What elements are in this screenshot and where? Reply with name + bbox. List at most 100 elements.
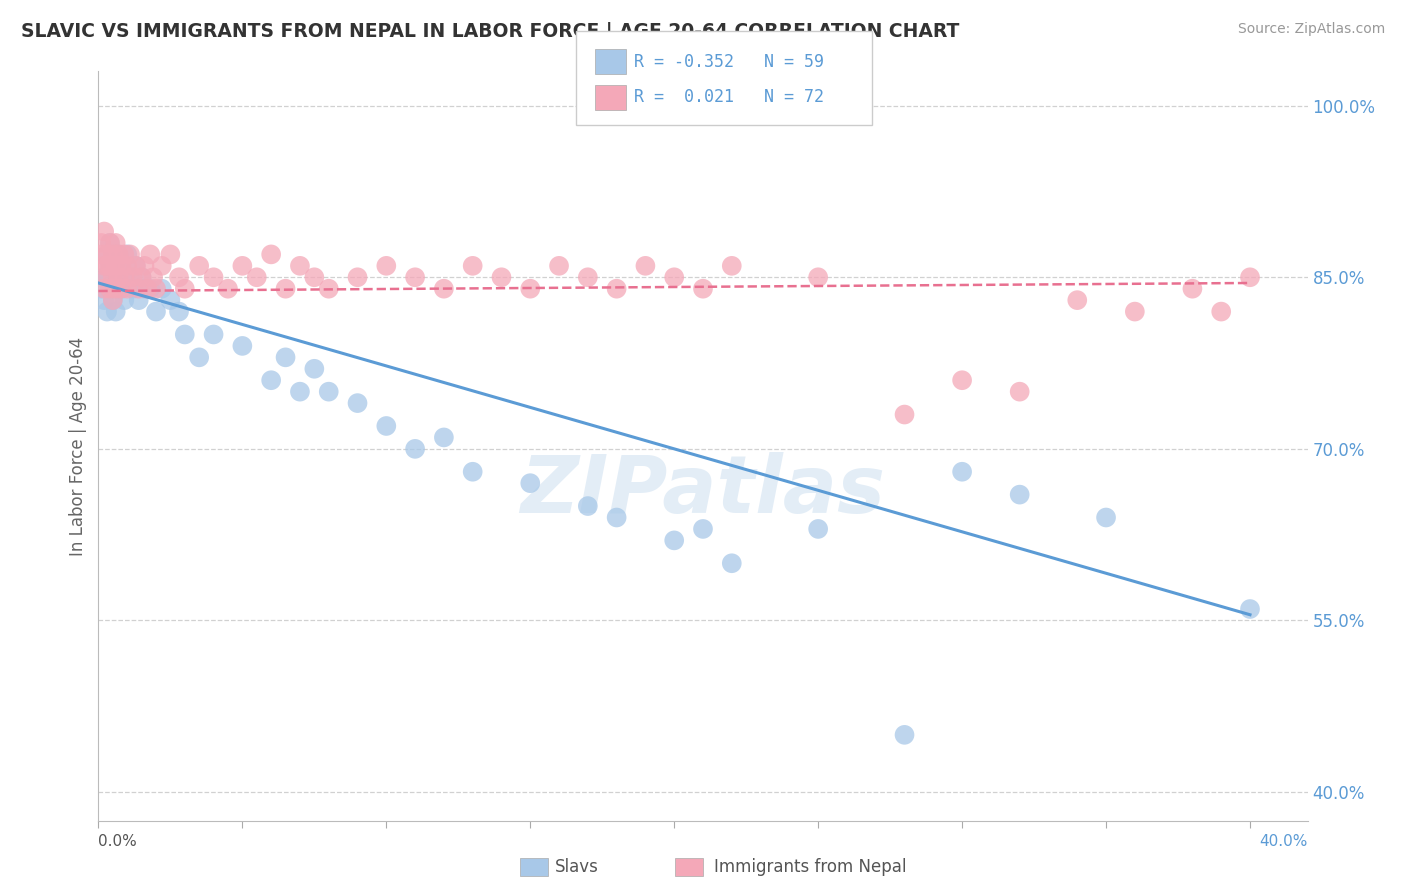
- Text: ZIPatlas: ZIPatlas: [520, 452, 886, 530]
- Point: [112, 270, 135, 285]
- Point: [576, 270, 599, 285]
- Point: [150, 282, 173, 296]
- Point: [202, 270, 225, 285]
- Point: [115, 247, 138, 261]
- Point: [142, 270, 165, 285]
- Point: [1239, 602, 1261, 616]
- Point: [288, 384, 311, 399]
- Point: [96, 247, 118, 261]
- Point: [692, 282, 714, 296]
- Point: [318, 282, 340, 296]
- Point: [950, 373, 973, 387]
- Point: [125, 259, 148, 273]
- Text: Slavs: Slavs: [555, 858, 599, 876]
- Point: [107, 247, 129, 261]
- Point: [110, 259, 132, 273]
- Point: [950, 465, 973, 479]
- Point: [101, 270, 124, 285]
- Point: [122, 270, 145, 285]
- Point: [136, 282, 159, 296]
- Point: [606, 282, 628, 296]
- Point: [93, 259, 115, 273]
- Point: [433, 282, 456, 296]
- Point: [461, 259, 484, 273]
- Point: [167, 304, 190, 318]
- Point: [375, 259, 398, 273]
- Point: [159, 293, 181, 307]
- Point: [519, 282, 541, 296]
- Point: [104, 304, 127, 318]
- Point: [90, 282, 112, 296]
- Point: [93, 270, 115, 285]
- Text: 0.0%: 0.0%: [98, 834, 138, 849]
- Point: [606, 510, 628, 524]
- Point: [134, 282, 156, 296]
- Point: [202, 327, 225, 342]
- Point: [110, 259, 132, 273]
- Point: [122, 282, 145, 296]
- Point: [346, 270, 368, 285]
- Point: [110, 282, 132, 296]
- Point: [217, 282, 239, 296]
- Point: [104, 235, 127, 250]
- Point: [107, 270, 129, 285]
- Point: [159, 247, 181, 261]
- Point: [893, 728, 915, 742]
- Point: [1239, 270, 1261, 285]
- Point: [96, 247, 118, 261]
- Point: [98, 235, 121, 250]
- Point: [125, 259, 148, 273]
- Point: [101, 247, 124, 261]
- Point: [1211, 304, 1233, 318]
- Point: [107, 270, 129, 285]
- Point: [96, 270, 118, 285]
- Point: [101, 247, 124, 261]
- Point: [664, 533, 686, 548]
- Point: [120, 247, 142, 261]
- Point: [93, 282, 115, 296]
- Point: [288, 259, 311, 273]
- Point: [104, 259, 127, 273]
- Point: [246, 270, 269, 285]
- Point: [318, 384, 340, 399]
- Point: [576, 499, 599, 513]
- Point: [720, 259, 742, 273]
- Point: [274, 282, 297, 296]
- Point: [548, 259, 571, 273]
- Point: [1066, 293, 1088, 307]
- Point: [274, 351, 297, 365]
- Point: [692, 522, 714, 536]
- Point: [104, 282, 127, 296]
- Text: Immigrants from Nepal: Immigrants from Nepal: [714, 858, 907, 876]
- Point: [98, 259, 121, 273]
- Text: Source: ZipAtlas.com: Source: ZipAtlas.com: [1237, 22, 1385, 37]
- Point: [112, 247, 135, 261]
- Point: [112, 270, 135, 285]
- Point: [461, 465, 484, 479]
- Point: [115, 259, 138, 273]
- Point: [304, 361, 326, 376]
- Point: [433, 430, 456, 444]
- Text: SLAVIC VS IMMIGRANTS FROM NEPAL IN LABOR FORCE | AGE 20-64 CORRELATION CHART: SLAVIC VS IMMIGRANTS FROM NEPAL IN LABOR…: [21, 22, 959, 42]
- Point: [145, 282, 167, 296]
- Text: 40.0%: 40.0%: [1260, 834, 1308, 849]
- Point: [807, 270, 830, 285]
- Point: [231, 259, 253, 273]
- Point: [90, 247, 112, 261]
- Point: [107, 247, 129, 261]
- Point: [145, 304, 167, 318]
- Point: [104, 282, 127, 296]
- Point: [93, 293, 115, 307]
- Point: [128, 293, 150, 307]
- Point: [807, 522, 830, 536]
- Point: [98, 282, 121, 296]
- Point: [93, 225, 115, 239]
- Point: [150, 259, 173, 273]
- Point: [260, 373, 283, 387]
- Point: [98, 259, 121, 273]
- Point: [90, 235, 112, 250]
- Point: [173, 327, 195, 342]
- Point: [664, 270, 686, 285]
- Point: [139, 282, 162, 296]
- Point: [112, 293, 135, 307]
